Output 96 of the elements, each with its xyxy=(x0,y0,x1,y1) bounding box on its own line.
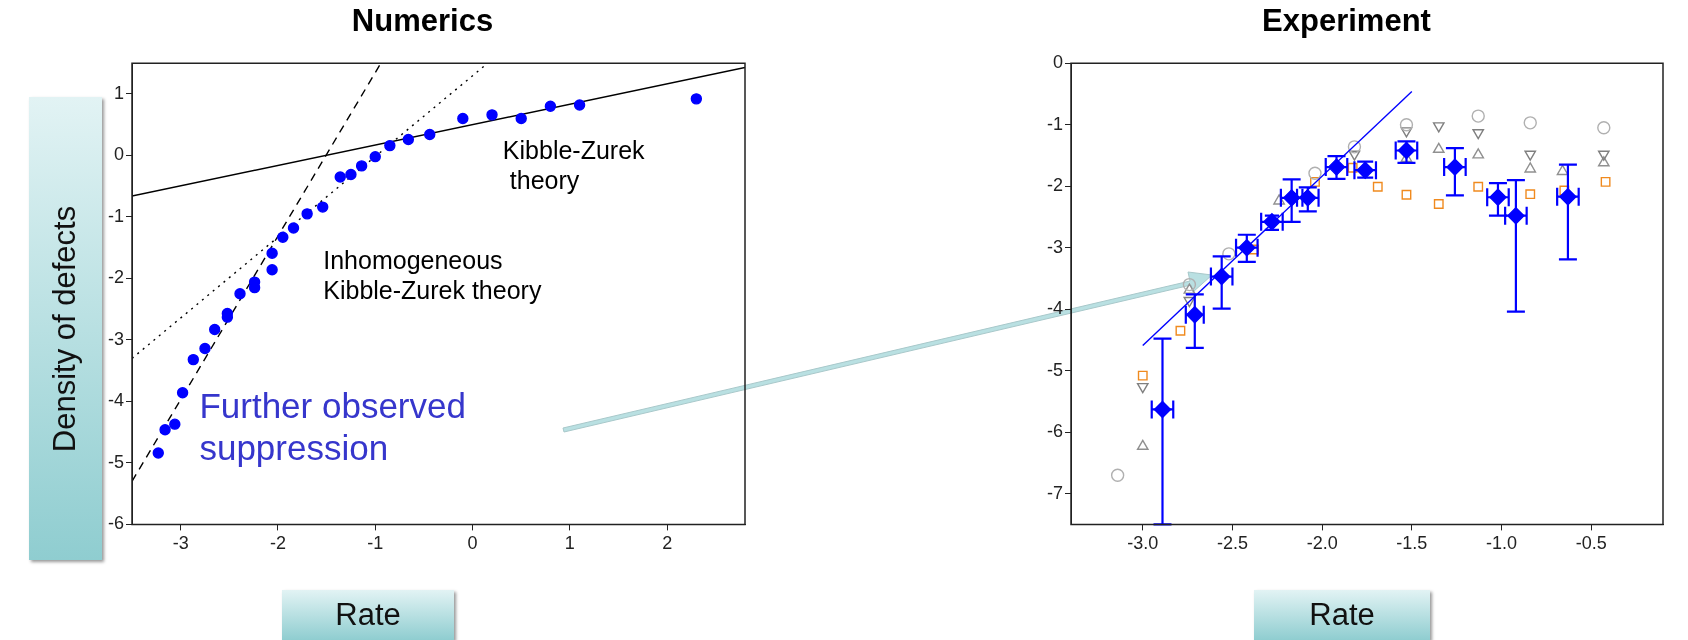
point xyxy=(384,139,396,152)
point xyxy=(1523,116,1537,130)
point xyxy=(1472,148,1485,159)
point xyxy=(1473,181,1484,192)
y-tick-label: -2 xyxy=(107,267,124,288)
point xyxy=(1347,140,1362,154)
point xyxy=(169,418,181,430)
x-tick-label: 0 xyxy=(467,533,478,554)
x-tick-label: -1.5 xyxy=(1396,533,1428,554)
point xyxy=(1110,468,1125,482)
x-tick-label: -3 xyxy=(172,533,189,554)
point xyxy=(1182,277,1197,292)
point xyxy=(515,112,527,125)
point xyxy=(1137,370,1148,381)
point xyxy=(209,323,221,336)
x-tick-label: -2 xyxy=(269,533,286,554)
chart-title: Numerics xyxy=(351,3,494,39)
y-axis-title: Density of defects xyxy=(47,205,84,452)
y-tick-label: -6 xyxy=(107,513,124,534)
point xyxy=(1525,189,1536,200)
point xyxy=(176,387,189,399)
point xyxy=(277,231,289,243)
point xyxy=(1399,117,1414,132)
point xyxy=(266,264,278,276)
point xyxy=(187,353,199,366)
point xyxy=(457,112,469,125)
point xyxy=(402,133,415,146)
point xyxy=(424,128,436,141)
point xyxy=(1347,162,1358,173)
point xyxy=(355,160,368,172)
point xyxy=(1175,325,1186,336)
point xyxy=(690,93,703,105)
x-tick-label: -0.5 xyxy=(1575,533,1607,554)
point xyxy=(287,222,300,234)
point xyxy=(334,171,346,183)
annotation: Inhomogeneous Kibble-Zurek theory xyxy=(323,245,542,304)
point xyxy=(1222,247,1236,261)
y-tick-label: -7 xyxy=(1046,482,1063,503)
x-axis-title: Rate xyxy=(1309,597,1375,633)
annotation: Further observed suppression xyxy=(199,385,466,467)
point xyxy=(199,342,211,355)
x-tick-label: -2.5 xyxy=(1216,533,1248,554)
point xyxy=(1348,150,1361,161)
point xyxy=(1432,142,1445,153)
point xyxy=(544,100,557,112)
y-tick-label: -3 xyxy=(107,328,124,349)
point xyxy=(573,99,586,111)
point xyxy=(486,109,498,121)
y-tick-label: -4 xyxy=(107,390,124,411)
point xyxy=(1433,199,1444,209)
point xyxy=(1472,128,1485,140)
y-tick-label: -6 xyxy=(1046,421,1063,442)
x-tick-label: -3.0 xyxy=(1127,533,1159,554)
point xyxy=(1400,127,1413,138)
y-tick-label: -5 xyxy=(107,451,124,472)
y-tick-label: -5 xyxy=(1046,359,1063,380)
point xyxy=(1524,150,1537,161)
point xyxy=(1597,156,1610,167)
x-tick-label: 2 xyxy=(662,533,673,554)
point xyxy=(152,447,164,459)
y-tick-label: -3 xyxy=(1046,236,1063,257)
y-tick-label: -1 xyxy=(107,205,124,226)
point xyxy=(1136,439,1149,450)
point xyxy=(345,168,357,181)
y-tick-label: -4 xyxy=(1046,298,1063,319)
point xyxy=(1372,181,1383,192)
point xyxy=(1471,109,1485,123)
annotation: Kibble-Zurek theory xyxy=(502,135,646,194)
point xyxy=(1308,166,1322,180)
y-tick-label: -2 xyxy=(1046,175,1063,196)
point xyxy=(1524,162,1537,173)
x-tick-label: 1 xyxy=(564,533,575,554)
y-tick-label: 0 xyxy=(113,144,124,165)
point xyxy=(1136,382,1149,394)
point xyxy=(1273,194,1285,205)
point xyxy=(1597,150,1610,161)
point xyxy=(234,288,246,300)
point xyxy=(159,424,171,436)
point xyxy=(301,208,313,220)
point xyxy=(1432,122,1445,133)
x-tick-label: -1 xyxy=(367,533,384,554)
point xyxy=(317,201,329,213)
x-axis-title: Rate xyxy=(335,597,401,633)
point xyxy=(266,247,278,259)
chart-title: Experiment xyxy=(1262,3,1431,39)
point xyxy=(1183,283,1196,294)
point xyxy=(1401,189,1412,200)
y-tick-label: -1 xyxy=(1046,113,1063,134)
y-tick-label: 0 xyxy=(1052,52,1063,73)
point xyxy=(1600,176,1611,187)
x-tick-label: -1.0 xyxy=(1486,533,1518,554)
point xyxy=(1597,121,1611,135)
point xyxy=(1310,176,1320,187)
point xyxy=(369,150,381,163)
x-tick-label: -2.0 xyxy=(1306,533,1338,554)
y-tick-label: 1 xyxy=(113,82,124,103)
